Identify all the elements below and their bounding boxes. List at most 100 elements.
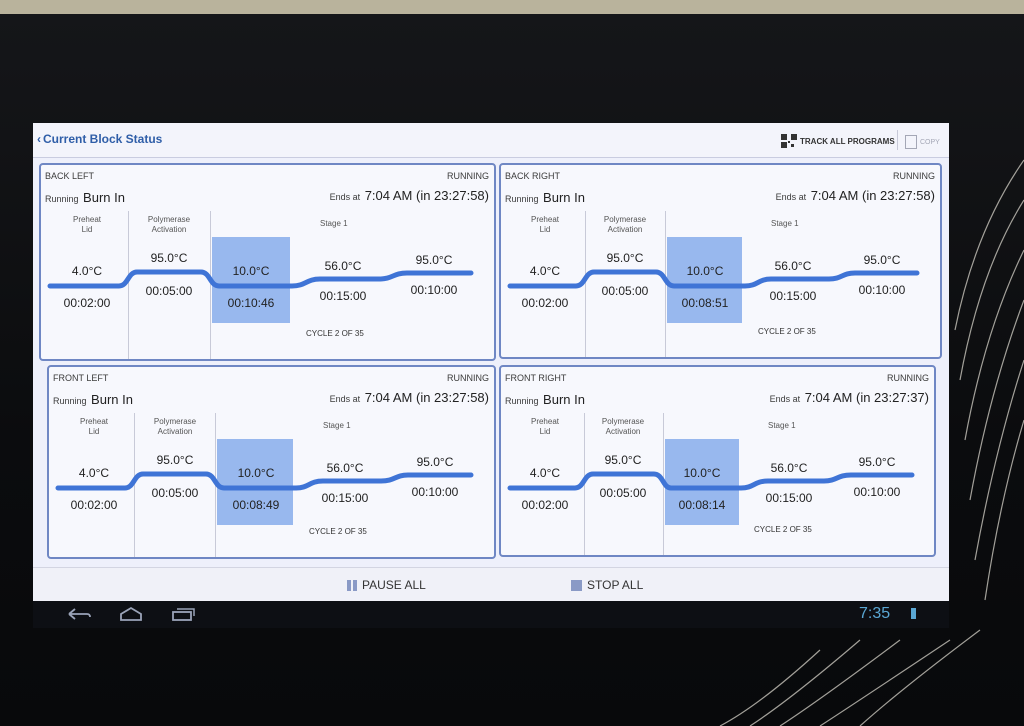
step-divider: [585, 211, 586, 357]
back-nav-icon[interactable]: [65, 605, 93, 623]
program-name: Burn In: [543, 392, 585, 407]
temperature-profile-line: [507, 269, 920, 289]
step-temperature: 4.0°C: [529, 264, 561, 278]
copy-button[interactable]: COPY: [905, 135, 940, 149]
block-ends-at: Ends at 7:04 AM (in 23:27:58): [776, 188, 935, 203]
step-duration: 00:15:00: [769, 289, 817, 303]
step-label-polymerase: Polymerase Activation: [147, 215, 191, 234]
back-label: Current Block Status: [43, 132, 163, 146]
block-status: RUNNING: [447, 171, 489, 181]
step-label-preheat: Preheat Lid: [530, 417, 560, 436]
qr-code-icon: [781, 134, 797, 148]
block-panel-back-right[interactable]: BACK RIGHT RUNNING Running Burn In Ends …: [499, 163, 942, 359]
temperature-profile-line: [55, 471, 474, 491]
stage-label: Stage 1: [768, 421, 796, 430]
step-temperature: 10.0°C: [237, 466, 275, 480]
step-divider: [128, 211, 129, 359]
step-temperature: 95.0°C: [858, 455, 896, 469]
home-nav-icon[interactable]: [117, 605, 145, 623]
track-all-programs-button[interactable]: TRACK ALL PROGRAMS: [781, 134, 895, 148]
stage-label: Stage 1: [323, 421, 351, 430]
status-clock: 7:35: [859, 605, 891, 622]
ends-time: 7:04 AM (in 23:27:37): [804, 390, 929, 405]
cycle-counter: CYCLE 2 OF 35: [754, 525, 812, 534]
block-title: FRONT LEFT: [53, 373, 109, 383]
step-duration: 00:10:46: [227, 296, 275, 310]
step-temperature: 10.0°C: [686, 264, 724, 278]
tablet-screen: ‹ Current Block Status TRACK ALL PROGRAMS…: [33, 123, 949, 628]
program-name: Burn In: [91, 392, 133, 407]
pause-label: PAUSE ALL: [362, 578, 426, 592]
step-temperature: 95.0°C: [156, 453, 194, 467]
recent-apps-icon[interactable]: [169, 605, 197, 623]
block-running-program: Running Burn In: [45, 190, 125, 205]
cycle-counter: CYCLE 2 OF 35: [309, 527, 367, 536]
step-duration: 00:15:00: [321, 491, 369, 505]
step-duration: 00:10:00: [858, 283, 906, 297]
step-duration: 00:08:49: [232, 498, 280, 512]
ends-time: 7:04 AM (in 23:27:58): [810, 188, 935, 203]
block-panel-back-left[interactable]: BACK LEFT RUNNING Running Burn In Ends a…: [39, 163, 496, 361]
stop-all-button[interactable]: STOP ALL: [571, 578, 643, 592]
track-label: TRACK ALL PROGRAMS: [800, 136, 895, 146]
step-temperature: 56.0°C: [770, 461, 808, 475]
step-duration: 00:10:00: [411, 485, 459, 499]
step-temperature: 4.0°C: [78, 466, 110, 480]
ends-prefix: Ends at: [775, 192, 807, 202]
step-duration: 00:05:00: [145, 284, 193, 298]
step-temperature: 56.0°C: [324, 259, 362, 273]
step-duration: 00:02:00: [521, 296, 569, 310]
stage-label: Stage 1: [771, 219, 799, 228]
program-name: Burn In: [83, 190, 125, 205]
step-divider: [134, 413, 135, 557]
back-link[interactable]: ‹ Current Block Status: [37, 132, 162, 146]
ends-time: 7:04 AM (in 23:27:58): [364, 188, 489, 203]
current-step-highlight: [217, 439, 293, 525]
ends-prefix: Ends at: [329, 192, 361, 202]
step-temperature: 56.0°C: [326, 461, 364, 475]
step-duration: 00:15:00: [319, 289, 367, 303]
running-prefix: Running: [505, 396, 539, 406]
step-label-polymerase: Polymerase Activation: [603, 215, 647, 234]
block-title: BACK RIGHT: [505, 171, 561, 181]
running-prefix: Running: [505, 194, 539, 204]
current-step-highlight: [665, 439, 739, 525]
program-name: Burn In: [543, 190, 585, 205]
step-temperature: 10.0°C: [232, 264, 270, 278]
block-panel-front-right[interactable]: FRONT RIGHT RUNNING Running Burn In Ends…: [499, 365, 936, 557]
step-temperature: 95.0°C: [415, 253, 453, 267]
pause-all-button[interactable]: PAUSE ALL: [347, 578, 426, 592]
pause-icon: [347, 579, 357, 591]
step-duration: 00:02:00: [63, 296, 111, 310]
step-duration: 00:02:00: [70, 498, 118, 512]
block-panel-front-left[interactable]: FRONT LEFT RUNNING Running Burn In Ends …: [47, 365, 496, 559]
block-running-program: Running Burn In: [505, 392, 585, 407]
step-label-polymerase: Polymerase Activation: [153, 417, 197, 436]
step-duration: 00:05:00: [601, 284, 649, 298]
step-temperature: 4.0°C: [71, 264, 103, 278]
battery-icon: [911, 608, 916, 619]
ends-time: 7:04 AM (in 23:27:58): [364, 390, 489, 405]
step-temperature: 95.0°C: [150, 251, 188, 265]
step-label-preheat: Preheat Lid: [79, 417, 109, 436]
temperature-profile-line: [507, 471, 915, 491]
step-duration: 00:10:00: [853, 485, 901, 499]
step-label-preheat: Preheat Lid: [530, 215, 560, 234]
block-title: FRONT RIGHT: [505, 373, 567, 383]
stage-divider: [210, 211, 211, 359]
block-ends-at: Ends at 7:04 AM (in 23:27:37): [770, 390, 929, 405]
step-duration: 00:15:00: [765, 491, 813, 505]
block-running-program: Running Burn In: [505, 190, 585, 205]
step-label-preheat: Preheat Lid: [72, 215, 102, 234]
cycle-counter: CYCLE 2 OF 35: [306, 329, 364, 338]
temperature-profile-line: [47, 269, 474, 289]
step-temperature: 95.0°C: [863, 253, 901, 267]
step-duration: 00:10:00: [410, 283, 458, 297]
ends-prefix: Ends at: [329, 394, 361, 404]
step-duration: 00:08:51: [681, 296, 729, 310]
running-prefix: Running: [45, 194, 79, 204]
copy-label: COPY: [920, 138, 940, 146]
block-title: BACK LEFT: [45, 171, 95, 181]
step-temperature: 4.0°C: [529, 466, 561, 480]
step-temperature: 56.0°C: [774, 259, 812, 273]
